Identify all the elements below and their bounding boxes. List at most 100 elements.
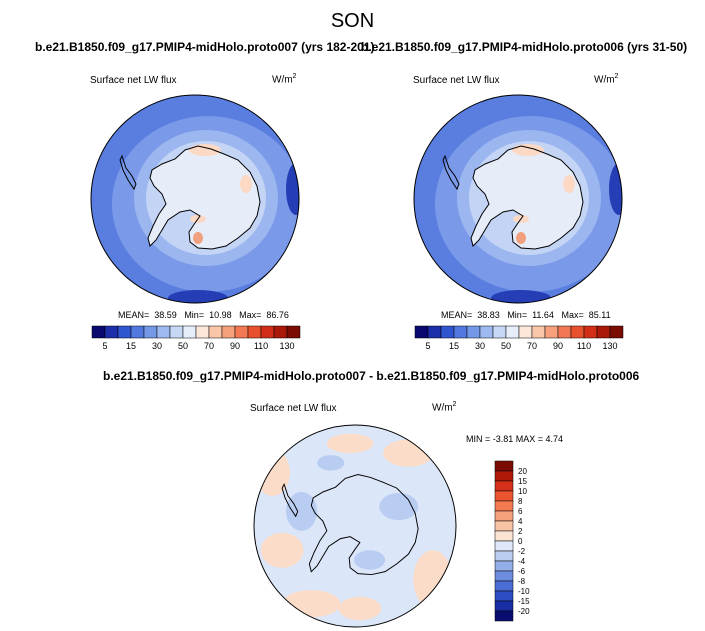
colorbar-swatch (596, 325, 611, 339)
antarctica-field (471, 146, 583, 249)
colorbar-swatch (427, 325, 442, 339)
cold-patch (491, 290, 551, 303)
panel-1-colorbar: 5 15 30 50 70 90 110 130 (91, 325, 301, 351)
colorbar-tick-label: 8 (518, 497, 523, 506)
cold-patch (286, 163, 299, 215)
warm-patch (516, 232, 526, 244)
colorbar-swatch (143, 325, 158, 339)
colorbar-swatch (208, 325, 223, 339)
panel-1-units: W/m2 (272, 73, 297, 86)
warm-patch (189, 144, 221, 156)
colorbar-tick-label: -8 (518, 577, 526, 586)
south-america-coastline (281, 482, 299, 518)
colorbar-swatch (169, 325, 184, 339)
panel-1-max: 86.76 (266, 310, 289, 320)
panel-1-variable-label: Surface net LW flux (90, 75, 177, 86)
colorbar-swatch (494, 560, 514, 572)
warm-patch (193, 232, 203, 244)
colorbar-tick-label: 70 (204, 341, 214, 351)
colorbar-tick-label: 4 (518, 517, 523, 526)
colorbar-tick-label: 110 (577, 341, 591, 351)
colorbar-tick-label: 130 (602, 341, 617, 351)
antarctica-coastline (470, 145, 584, 250)
colorbar-tick-label: 6 (518, 507, 523, 516)
colorbar-swatch (182, 325, 197, 339)
panel-2-stats: MEAN= 38.83 Min= 11.64 Max= 85.11 (441, 310, 611, 320)
colorbar-swatch (466, 325, 481, 339)
cool-patch (354, 550, 386, 570)
colorbar-swatch (494, 580, 514, 592)
antarctica-field (148, 146, 260, 249)
map-border (90, 94, 300, 304)
panel-2-variable-label: Surface net LW flux (413, 75, 500, 86)
colorbar-swatch (286, 325, 301, 339)
colorbar-tick-label: 70 (527, 341, 537, 351)
colorbar-tick-label: 15 (518, 477, 527, 486)
difference-title: b.e21.B1850.f09_g17.PMIP4-midHolo.proto0… (103, 369, 640, 383)
colorbar-tick-label: -6 (518, 567, 526, 576)
warm-patch (240, 175, 252, 193)
antarctica-coastline (147, 145, 261, 250)
panel-2-mean: 38.83 (477, 310, 500, 320)
cold-patch (609, 163, 622, 215)
colorbar-tick-label: -4 (518, 557, 526, 566)
panel-2-polar-map (413, 94, 623, 304)
map-border (253, 424, 457, 628)
colorbar-swatch (195, 325, 210, 339)
colorbar-swatch (518, 325, 533, 339)
colorbar-swatch (494, 490, 514, 502)
colorbar-tick-label: 90 (553, 341, 563, 351)
colorbar-tick-label: -10 (518, 587, 530, 596)
colorbar-tick-label: -20 (518, 607, 530, 616)
colorbar-swatch (440, 325, 455, 339)
colorbar-swatch (570, 325, 585, 339)
panel-2-case-title: b.e21.B1850.f09_g17.PMIP4-midHolo.proto0… (361, 40, 688, 54)
difference-units: W/m2 (432, 401, 457, 414)
panel-2-min: 11.64 (532, 310, 554, 320)
colorbar-swatch (104, 325, 119, 339)
colorbar-tick-label: 50 (501, 341, 511, 351)
difference-minmax: MIN = -3.81 MAX = 4.74 (466, 434, 564, 444)
colorbar-swatch (260, 325, 275, 339)
panel-1-polar-map (90, 94, 300, 304)
colorbar-swatch (494, 520, 514, 532)
warm-patch (563, 175, 575, 193)
panel-1-case-title: b.e21.B1850.f09_g17.PMIP4-midHolo.proto0… (35, 40, 375, 54)
panel-2-max: 85.11 (588, 310, 611, 320)
colorbar-tick-label: 20 (518, 467, 527, 476)
colorbar-swatch (494, 590, 514, 602)
colorbar-tick-label: 30 (475, 341, 485, 351)
colorbar-tick-label: 90 (230, 341, 240, 351)
colorbar-swatch (221, 325, 236, 339)
colorbar-swatch (494, 570, 514, 582)
colorbar-swatch (494, 530, 514, 542)
colorbar-swatch (494, 500, 514, 512)
colorbar-swatch (505, 325, 520, 339)
map-field (91, 95, 299, 303)
colorbar-swatch (130, 325, 145, 339)
colorbar-swatch (156, 325, 171, 339)
colorbar-swatch (91, 325, 106, 339)
warm-patch (512, 144, 544, 156)
colorbar-swatch (494, 540, 514, 552)
colorbar-tick-label: 5 (102, 341, 107, 351)
colorbar-swatch (117, 325, 132, 339)
colorbar-swatch (492, 325, 507, 339)
colorbar-swatch (544, 325, 559, 339)
map-field (253, 424, 457, 628)
warm-patch (254, 449, 290, 496)
colorbar-swatch (273, 325, 288, 339)
cool-patch (286, 492, 318, 531)
colorbar-swatch (494, 510, 514, 522)
colorbar-tick-label: 15 (126, 341, 136, 351)
colorbar-tick-label: 5 (425, 341, 430, 351)
warm-patch (383, 439, 434, 467)
colorbar-swatch (414, 325, 429, 339)
figure-title: SON (330, 10, 375, 32)
colorbar-swatch (531, 325, 546, 339)
south-america-coastline (442, 154, 460, 191)
south-america-coastline (119, 154, 137, 191)
difference-polar-map (253, 424, 457, 628)
colorbar-swatch (494, 470, 514, 482)
